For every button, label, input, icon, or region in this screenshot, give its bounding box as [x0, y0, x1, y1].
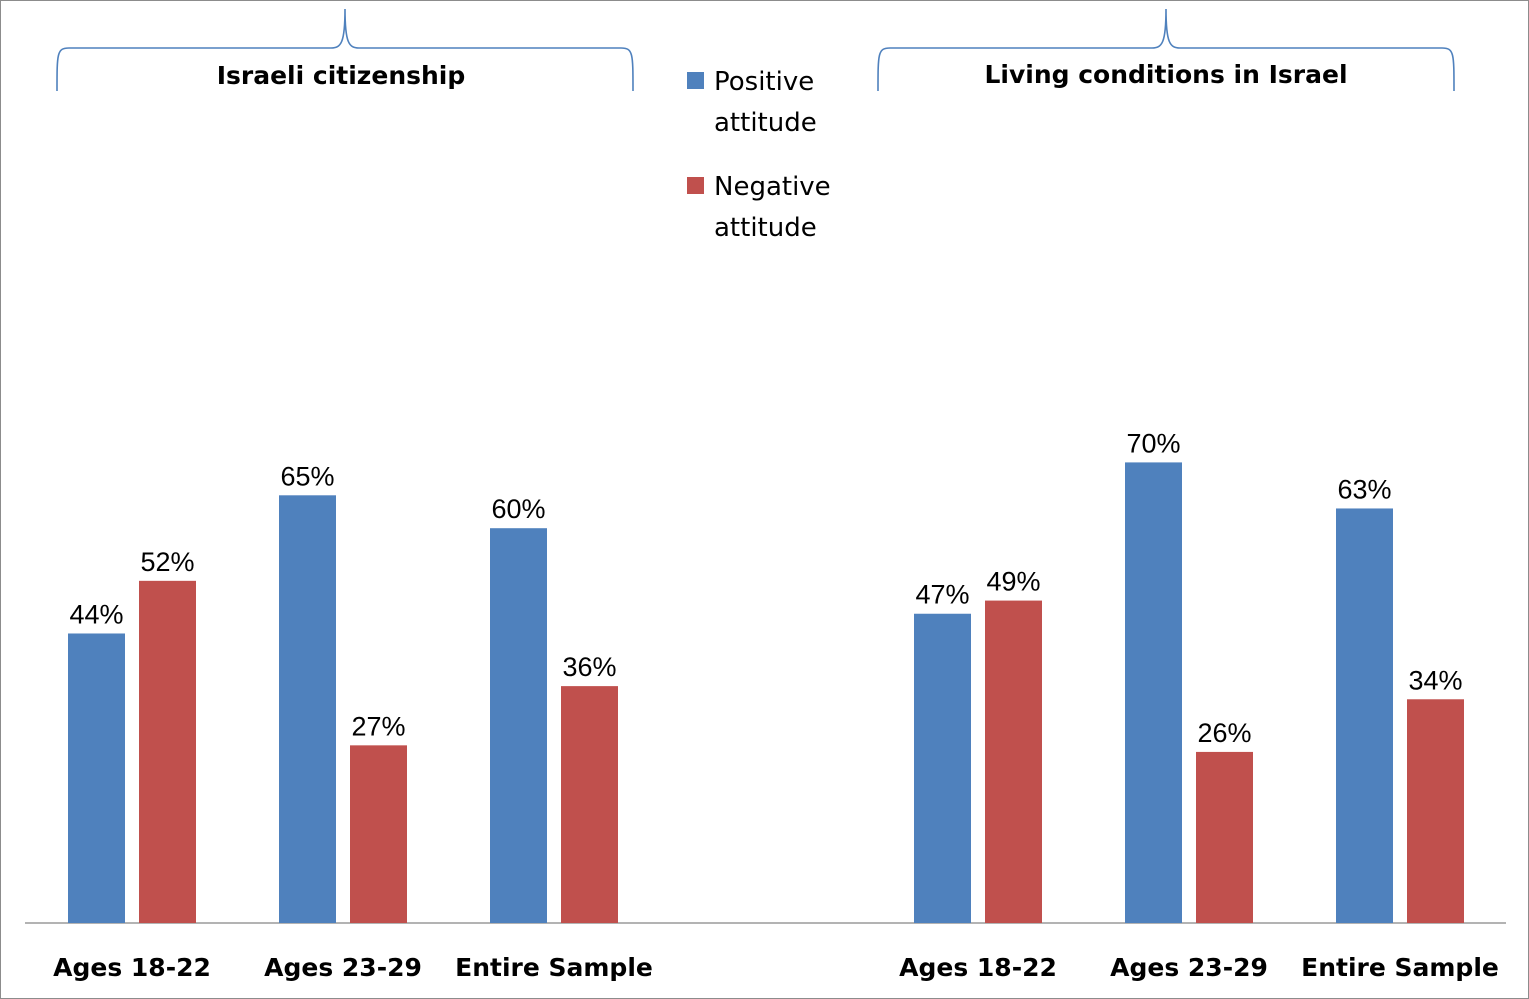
bar-positive-g0-c0 — [68, 633, 125, 923]
data-label-negative-g0-c1: 27% — [351, 711, 405, 741]
legend-negative-line1: Negative — [714, 172, 831, 202]
data-label-negative-g0-c2: 36% — [562, 652, 616, 682]
bar-positive-g1-c2 — [1336, 508, 1393, 923]
brace-living-conditions — [877, 8, 1455, 92]
category-label-g1-c2: Entire Sample — [1301, 953, 1499, 982]
legend-negative-line2: attitude — [714, 213, 817, 243]
data-label-positive-g0-c1: 65% — [280, 461, 334, 491]
bars-layer: 44% 52% Ages 18-22 65% 27% Ages 23-29 60% 36% En… — [53, 428, 1499, 982]
data-label-positive-g1-c2: 63% — [1337, 474, 1391, 504]
brace-israeli-citizenship — [56, 8, 634, 92]
legend-swatch-positive — [687, 72, 704, 89]
group-title-living-conditions: Living conditions in Israel — [984, 60, 1347, 89]
bar-negative-g1-c2 — [1407, 699, 1464, 923]
data-label-negative-g1-c1: 26% — [1197, 718, 1251, 748]
bar-negative-g0-c1 — [350, 745, 407, 923]
bar-positive-g0-c1 — [279, 495, 336, 923]
bar-negative-g1-c1 — [1196, 751, 1253, 923]
legend-positive-line1: Positive — [714, 67, 814, 97]
category-label-g1-c0: Ages 18-22 — [899, 953, 1057, 982]
data-label-positive-g1-c1: 70% — [1126, 428, 1180, 458]
category-label-g0-c0: Ages 18-22 — [53, 953, 211, 982]
group-title-israeli-citizenship: Israeli citizenship — [217, 61, 466, 90]
data-label-negative-g1-c2: 34% — [1408, 665, 1462, 695]
legend-positive-line2: attitude — [714, 108, 817, 138]
data-label-negative-g1-c0: 49% — [986, 567, 1040, 597]
legend-swatch-negative — [687, 177, 704, 194]
category-label-g0-c2: Entire Sample — [455, 953, 653, 982]
category-label-g1-c1: Ages 23-29 — [1110, 953, 1268, 982]
data-label-positive-g0-c0: 44% — [69, 599, 123, 629]
bar-negative-g1-c0 — [985, 600, 1042, 923]
data-label-positive-g0-c2: 60% — [491, 494, 545, 524]
bar-negative-g0-c0 — [139, 580, 196, 923]
bar-positive-g1-c0 — [914, 613, 971, 923]
data-label-negative-g0-c0: 52% — [140, 547, 194, 577]
bar-positive-g0-c2 — [490, 528, 547, 923]
data-label-positive-g1-c0: 47% — [915, 580, 969, 610]
bar-negative-g0-c2 — [561, 686, 618, 923]
category-label-g0-c1: Ages 23-29 — [264, 953, 422, 982]
bar-positive-g1-c1 — [1125, 462, 1182, 923]
